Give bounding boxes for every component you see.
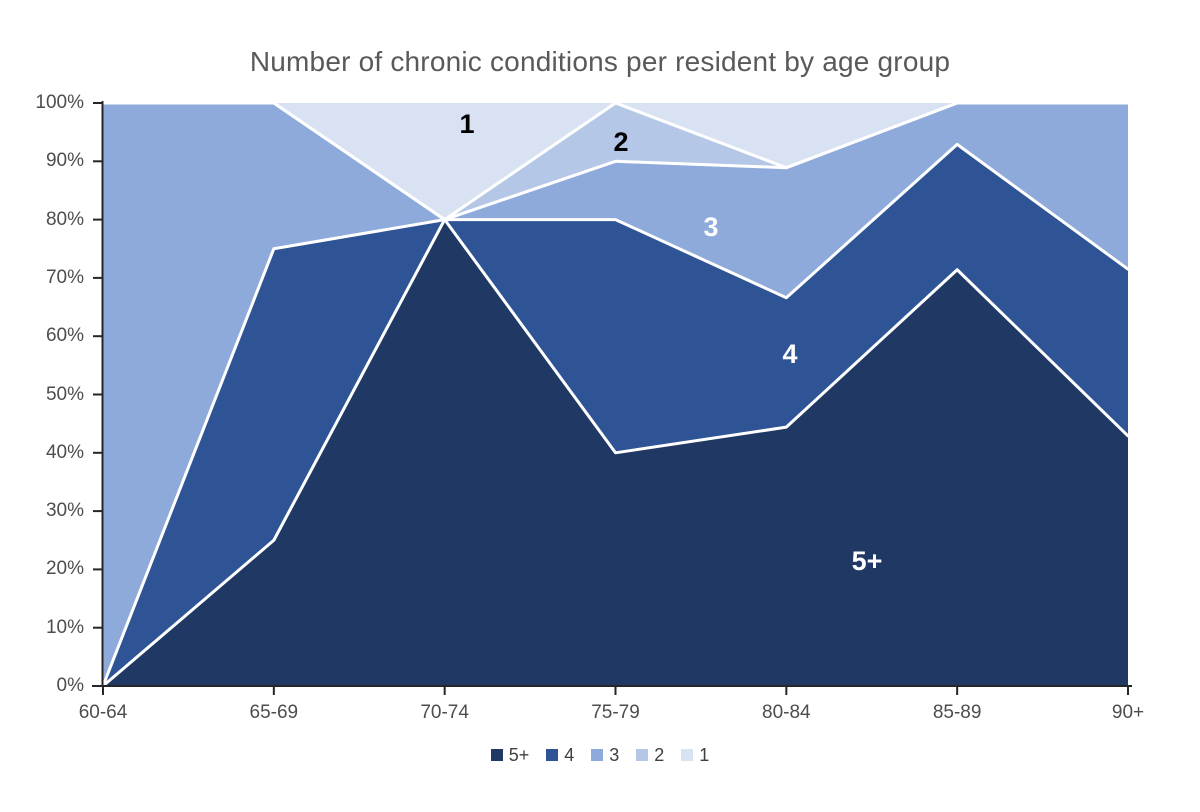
legend-label-3: 3 <box>609 745 620 765</box>
legend-item-1: 1 <box>681 744 709 766</box>
area-series-1 <box>103 103 1128 220</box>
series-boundary-5plus <box>101 218 1130 688</box>
legend-label-1: 1 <box>699 745 710 765</box>
series-label-2: 2 <box>613 127 629 157</box>
area-series-4 <box>103 144 1128 686</box>
y-axis-tick-label: 50% <box>45 383 84 405</box>
x-axis-category-label: 60-64 <box>78 702 128 723</box>
legend-item-5plus: 5+ <box>490 744 530 766</box>
legend-swatch-5plus <box>490 749 503 761</box>
legend-item-2: 2 <box>636 744 664 766</box>
x-axis-category-label: 80-84 <box>762 702 811 723</box>
legend-swatch-2 <box>636 749 649 761</box>
legend-label-4: 4 <box>564 745 575 765</box>
y-axis-tick-label: 90% <box>45 150 84 172</box>
x-axis-category-label: 65-69 <box>249 702 299 723</box>
series-label-1: 1 <box>459 109 475 139</box>
legend-swatch-3 <box>591 749 604 761</box>
y-axis-tick-label: 20% <box>45 558 84 580</box>
y-axis-tick-label: 80% <box>45 208 84 230</box>
y-axis-tick-label: 100% <box>35 92 84 113</box>
chart-legend: 5+ 4 3 2 1 <box>0 744 1200 766</box>
x-axis-category-label: 85-89 <box>932 702 982 723</box>
x-axis-category-label: 90+ <box>1111 702 1145 723</box>
legend-label-2: 2 <box>654 745 665 765</box>
y-axis-tick-label: 70% <box>45 266 84 288</box>
series-label-5plus: 5+ <box>851 546 883 576</box>
chart-title: Number of chronic conditions per residen… <box>249 46 951 77</box>
x-axis-category-label: 75-79 <box>591 702 640 723</box>
y-axis-tick-label: 60% <box>45 325 84 347</box>
legend-swatch-4 <box>546 749 559 761</box>
y-axis-tick-label: 10% <box>45 616 84 638</box>
series-label-3: 3 <box>703 212 719 242</box>
x-axis-category-label: 70-74 <box>420 702 469 723</box>
y-axis-tick-label: 30% <box>45 500 84 522</box>
legend-swatch-1 <box>681 749 694 761</box>
legend-item-4: 4 <box>546 744 574 766</box>
y-axis-tick-label: 40% <box>45 441 84 463</box>
series-boundary-2 <box>101 101 1130 222</box>
legend-label-5plus: 5+ <box>508 745 530 765</box>
series-label-4: 4 <box>782 339 798 369</box>
series-boundary-4 <box>101 142 1130 688</box>
legend-item-3: 3 <box>591 744 619 766</box>
y-axis-tick-label: 0% <box>56 675 84 696</box>
